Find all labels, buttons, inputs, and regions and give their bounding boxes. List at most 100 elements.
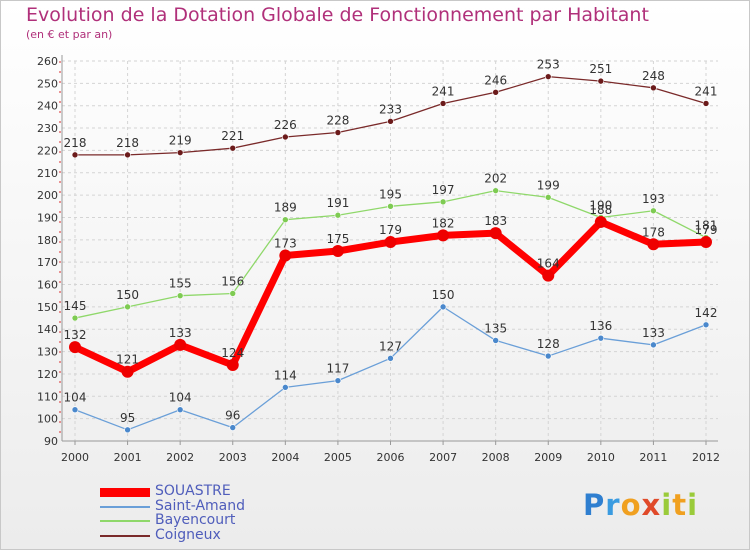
legend-swatch-coigneux [100, 534, 150, 537]
x-tick-label-2010: 2010 [587, 451, 615, 464]
data-label-souastre-2000: 132 [64, 328, 87, 342]
data-point-souastre-2007 [437, 229, 450, 242]
data-label-saint-amand-2011: 133 [642, 326, 665, 340]
data-point-saint-amand-2001 [124, 426, 131, 434]
data-label-souastre-2012: 179 [695, 223, 718, 237]
legend-label-saint-amand: Saint-Amand [155, 497, 246, 514]
y-tick-label-90: 90 [44, 435, 58, 448]
y-tick-label-260: 260 [37, 55, 58, 68]
data-label-coigneux-2001: 218 [116, 136, 139, 150]
legend-label-souastre: SOUASTRE [155, 483, 231, 499]
data-point-bayencourt-2001 [124, 303, 131, 311]
legend-swatch-saint-amand [100, 505, 150, 508]
data-point-saint-amand-2011 [650, 341, 657, 349]
data-label-bayencourt-2005: 191 [326, 196, 349, 210]
chart-title: Evolution de la Dotation Globale de Fonc… [26, 4, 649, 26]
data-label-coigneux-2009: 253 [537, 58, 560, 72]
data-point-saint-amand-2005 [334, 377, 342, 384]
data-point-saint-amand-2004 [282, 384, 289, 391]
data-point-saint-amand-2000 [71, 406, 79, 414]
logo-letter-3: x [641, 488, 662, 522]
data-point-souastre-2012 [700, 236, 712, 249]
data-label-coigneux-2010: 251 [589, 62, 612, 76]
data-point-bayencourt-2002 [176, 292, 184, 300]
data-point-coigneux-2009 [544, 73, 552, 80]
data-label-coigneux-2007: 241 [432, 84, 455, 98]
logo-letter-0: P [583, 488, 606, 522]
data-point-souastre-2001 [121, 365, 134, 378]
data-label-coigneux-2003: 221 [221, 129, 244, 143]
data-label-saint-amand-2010: 136 [589, 319, 612, 333]
data-point-souastre-2005 [331, 245, 344, 257]
data-label-souastre-2006: 179 [379, 223, 402, 237]
x-tick-label-2009: 2009 [534, 451, 562, 464]
data-label-bayencourt-2006: 195 [379, 187, 402, 201]
y-tick-label-130: 130 [37, 346, 58, 359]
x-tick-label-2006: 2006 [377, 451, 405, 464]
data-point-saint-amand-2006 [387, 354, 394, 362]
data-point-saint-amand-2012 [702, 321, 710, 329]
data-label-coigneux-2000: 218 [64, 136, 87, 150]
y-tick-label-100: 100 [37, 413, 58, 426]
data-point-coigneux-2008 [492, 88, 499, 96]
y-tick-label-120: 120 [37, 368, 58, 381]
data-point-bayencourt-2003 [229, 290, 237, 297]
y-tick-label-170: 170 [37, 256, 58, 269]
legend-swatch-souastre [100, 487, 150, 497]
data-label-saint-amand-2007: 150 [432, 288, 455, 302]
data-point-souastre-2008 [489, 227, 502, 240]
data-label-souastre-2003: 124 [221, 346, 244, 360]
logo-letter-1: r [605, 488, 621, 522]
data-label-bayencourt-2010: 190 [589, 198, 612, 212]
data-point-bayencourt-2005 [334, 211, 342, 219]
logo-letter-5: t [672, 488, 688, 522]
data-label-bayencourt-2003: 156 [221, 274, 244, 288]
y-tick-label-160: 160 [37, 279, 58, 292]
data-point-souastre-2004 [279, 249, 292, 262]
data-label-saint-amand-2002: 104 [169, 391, 192, 405]
y-tick-label-250: 250 [37, 77, 58, 90]
legend-label-bayencourt: Bayencourt [155, 512, 236, 528]
data-point-coigneux-2001 [124, 151, 131, 159]
data-label-souastre-2008: 183 [484, 214, 507, 228]
data-label-souastre-2005: 175 [326, 232, 349, 246]
x-tick-label-2002: 2002 [166, 451, 194, 464]
y-tick-label-190: 190 [37, 211, 58, 224]
data-point-bayencourt-2006 [387, 202, 394, 210]
data-point-coigneux-2003 [229, 144, 237, 152]
data-point-coigneux-2007 [439, 100, 447, 107]
data-point-saint-amand-2009 [544, 352, 552, 360]
data-label-souastre-2010: 188 [589, 203, 612, 217]
data-point-souastre-2010 [594, 215, 607, 228]
data-label-bayencourt-2000: 145 [64, 299, 87, 313]
data-label-bayencourt-2012: 181 [695, 219, 718, 233]
data-point-saint-amand-2007 [439, 303, 447, 311]
y-tick-label-240: 240 [37, 100, 58, 113]
data-point-coigneux-2004 [282, 133, 289, 141]
data-label-bayencourt-2004: 189 [274, 201, 297, 215]
y-tick-label-180: 180 [37, 234, 58, 247]
x-tick-label-2003: 2003 [219, 451, 247, 464]
data-label-bayencourt-2011: 193 [642, 192, 665, 206]
data-point-coigneux-2006 [387, 118, 394, 125]
chart-subtitle: (en € et par an) [26, 28, 113, 41]
data-point-souastre-2011 [647, 238, 660, 251]
data-label-coigneux-2012: 241 [695, 84, 718, 98]
x-tick-label-2011: 2011 [639, 451, 667, 464]
x-tick-label-2007: 2007 [429, 451, 457, 464]
data-label-coigneux-2004: 226 [274, 118, 297, 132]
data-point-coigneux-2000 [71, 151, 79, 159]
data-point-bayencourt-2000 [71, 314, 79, 322]
data-label-coigneux-2011: 248 [642, 69, 665, 83]
data-label-saint-amand-2012: 142 [695, 306, 718, 320]
x-tick-label-2004: 2004 [271, 451, 299, 464]
data-point-bayencourt-2008 [492, 187, 499, 194]
x-tick-label-2012: 2012 [692, 451, 720, 464]
data-label-saint-amand-2009: 128 [537, 337, 560, 351]
proxiti-logo: Proxiti [583, 488, 698, 522]
data-label-souastre-2007: 182 [432, 216, 455, 230]
data-point-bayencourt-2004 [282, 216, 289, 224]
data-point-bayencourt-2011 [650, 207, 657, 215]
logo-letter-4: i [661, 488, 673, 522]
